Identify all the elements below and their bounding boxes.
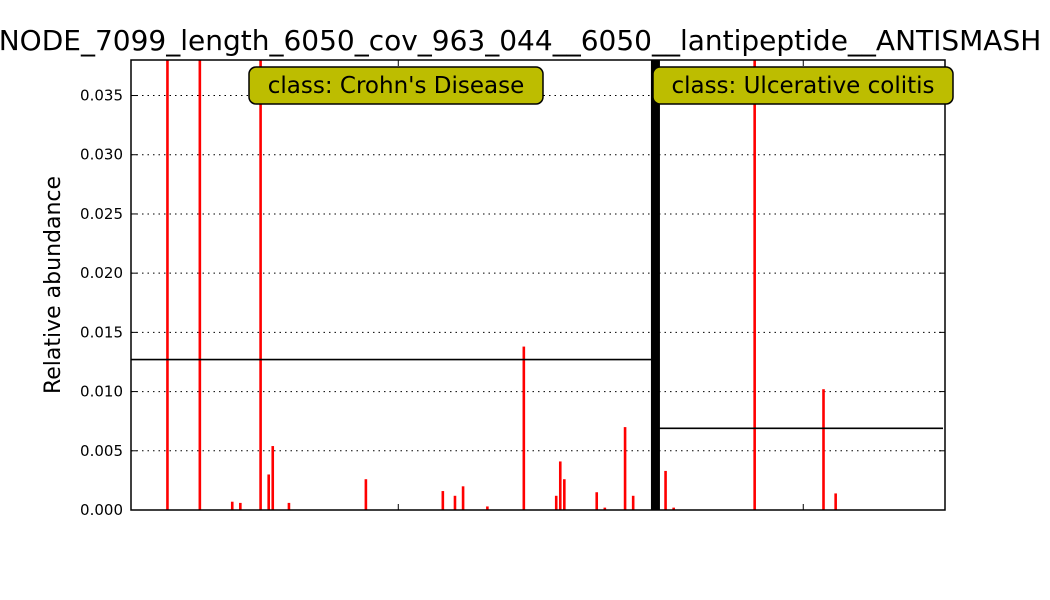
class-label-box: class: Crohn's Disease [248,66,544,105]
class-separator [650,60,660,510]
y-tick-label: 0.025 [80,205,123,223]
bar [753,60,756,510]
x-axis-ticks [397,60,804,510]
bar-series [166,60,837,510]
bar [558,461,562,510]
mean-lines [131,358,943,430]
bar [631,495,635,510]
bar [664,470,667,510]
bar [461,486,465,510]
bar [822,389,825,510]
bar [259,60,262,510]
class-label-background [248,66,544,105]
y-axis-label: Relative abundance [41,176,66,394]
bar [166,60,169,510]
y-tick-label: 0.020 [80,264,123,282]
bar [563,479,566,510]
plot-frame [130,59,946,511]
bar [672,507,675,510]
bar [834,493,837,510]
bar [486,506,489,510]
y-tick-label: 0.030 [80,146,123,164]
bar [441,491,445,510]
y-axis-ticks: 0.000 0.005 0.010 0.015 0.020 0.025 0.030 0.035 [80,87,945,519]
class-label-background [652,66,954,105]
chart-title: NODE_7099_length_6050_cov_963_044__6050_… [0,24,1041,57]
bar [230,501,234,510]
bar [595,492,599,510]
y-tick-label: 0.015 [80,323,123,341]
bar [267,474,270,510]
y-tick-label: 0.000 [80,501,123,519]
y-tick-label: 0.035 [80,87,123,105]
bar [287,502,291,510]
bar [271,446,275,510]
y-tick-label: 0.005 [80,442,123,460]
class-label-box: class: Ulcerative colitis [652,66,954,105]
bar [364,479,368,510]
class-separator-bar [650,60,660,510]
bar [198,60,202,510]
y-tick-label: 0.010 [80,383,123,401]
bar [453,495,457,510]
bar [554,495,558,510]
bar [239,502,242,510]
bar [522,346,526,510]
bar [623,427,627,510]
class-label-text: class: Ulcerative colitis [671,73,934,99]
class-labels: class: Crohn's Disease class: Ulcerative … [248,66,954,105]
class-label-text: class: Crohn's Disease [268,73,524,99]
bar [603,507,607,510]
